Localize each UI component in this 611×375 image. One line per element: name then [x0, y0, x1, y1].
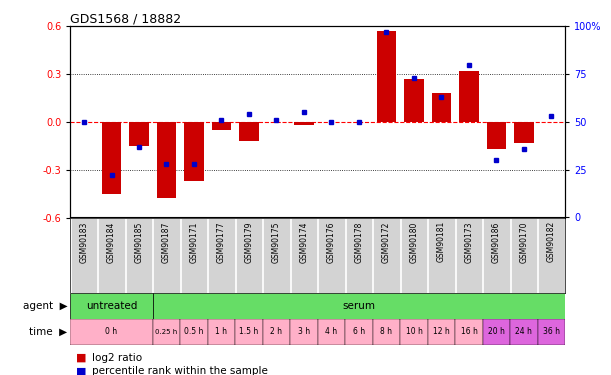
Text: 2 h: 2 h — [271, 327, 282, 336]
Bar — [235, 319, 263, 345]
Text: GSM90174: GSM90174 — [299, 221, 309, 263]
Text: GSM90175: GSM90175 — [272, 221, 281, 263]
Text: 36 h: 36 h — [543, 327, 560, 336]
Bar — [377, 31, 396, 122]
Text: GSM90171: GSM90171 — [189, 221, 199, 262]
Text: GSM90184: GSM90184 — [107, 221, 116, 262]
Bar — [157, 122, 176, 198]
Bar — [456, 217, 482, 292]
Text: ■: ■ — [76, 353, 87, 363]
Bar — [428, 217, 455, 292]
Text: GDS1568 / 18882: GDS1568 / 18882 — [70, 12, 181, 25]
Bar — [102, 122, 121, 194]
Bar — [98, 217, 125, 292]
Bar — [400, 319, 428, 345]
Bar — [514, 122, 533, 142]
Text: log2 ratio: log2 ratio — [92, 353, 142, 363]
Text: GSM90170: GSM90170 — [519, 221, 529, 263]
Bar — [538, 319, 565, 345]
Bar — [70, 292, 153, 319]
Text: GSM90182: GSM90182 — [547, 221, 556, 262]
Bar — [373, 319, 400, 345]
Bar — [130, 122, 148, 146]
Bar — [290, 319, 318, 345]
Bar — [208, 319, 235, 345]
Bar — [208, 217, 235, 292]
Bar — [459, 71, 478, 122]
Bar — [373, 217, 400, 292]
Bar — [212, 122, 231, 130]
Bar — [318, 319, 345, 345]
Bar — [126, 217, 152, 292]
Text: GSM90179: GSM90179 — [244, 221, 254, 263]
Text: 1 h: 1 h — [216, 327, 227, 336]
Text: GSM90172: GSM90172 — [382, 221, 391, 262]
Text: 20 h: 20 h — [488, 327, 505, 336]
Bar — [432, 93, 451, 122]
Text: 24 h: 24 h — [516, 327, 532, 336]
Text: 3 h: 3 h — [298, 327, 310, 336]
Text: serum: serum — [342, 301, 376, 310]
Text: 0.5 h: 0.5 h — [185, 327, 203, 336]
Bar — [483, 217, 510, 292]
Text: 6 h: 6 h — [353, 327, 365, 336]
Text: time  ▶: time ▶ — [29, 327, 67, 337]
Bar — [263, 319, 290, 345]
Text: 16 h: 16 h — [461, 327, 477, 336]
Text: GSM90183: GSM90183 — [79, 221, 89, 262]
Text: GSM90185: GSM90185 — [134, 221, 144, 262]
Text: agent  ▶: agent ▶ — [23, 301, 67, 310]
Bar — [511, 217, 537, 292]
Text: GSM90186: GSM90186 — [492, 221, 501, 262]
Bar — [291, 217, 317, 292]
Bar — [185, 122, 203, 181]
Text: 0.25 h: 0.25 h — [155, 329, 178, 335]
Text: 0 h: 0 h — [106, 327, 117, 336]
Bar — [318, 217, 345, 292]
Bar — [71, 217, 97, 292]
Text: GSM90173: GSM90173 — [464, 221, 474, 263]
Text: untreated: untreated — [86, 301, 137, 310]
Bar — [404, 79, 423, 122]
Bar — [240, 122, 258, 141]
Text: ■: ■ — [76, 366, 87, 375]
Bar — [236, 217, 262, 292]
Text: GSM90187: GSM90187 — [162, 221, 171, 262]
Text: GSM90176: GSM90176 — [327, 221, 336, 263]
Bar — [153, 292, 565, 319]
Text: 4 h: 4 h — [326, 327, 337, 336]
Bar — [510, 319, 538, 345]
Text: GSM90178: GSM90178 — [354, 221, 364, 262]
Bar — [181, 217, 207, 292]
Bar — [345, 319, 373, 345]
Text: 10 h: 10 h — [406, 327, 422, 336]
Text: GSM90177: GSM90177 — [217, 221, 226, 263]
Bar — [455, 319, 483, 345]
Bar — [487, 122, 506, 149]
Text: 1.5 h: 1.5 h — [240, 327, 258, 336]
Bar — [70, 319, 153, 345]
Bar — [263, 217, 290, 292]
Text: 8 h: 8 h — [381, 327, 392, 336]
Bar — [346, 217, 372, 292]
Bar — [295, 122, 313, 125]
Bar — [401, 217, 427, 292]
Text: 12 h: 12 h — [433, 327, 450, 336]
Text: GSM90181: GSM90181 — [437, 221, 446, 262]
Bar — [538, 217, 565, 292]
Bar — [153, 319, 180, 345]
Bar — [180, 319, 208, 345]
Text: percentile rank within the sample: percentile rank within the sample — [92, 366, 268, 375]
Bar — [483, 319, 510, 345]
Text: GSM90180: GSM90180 — [409, 221, 419, 262]
Bar — [153, 217, 180, 292]
Bar — [428, 319, 455, 345]
